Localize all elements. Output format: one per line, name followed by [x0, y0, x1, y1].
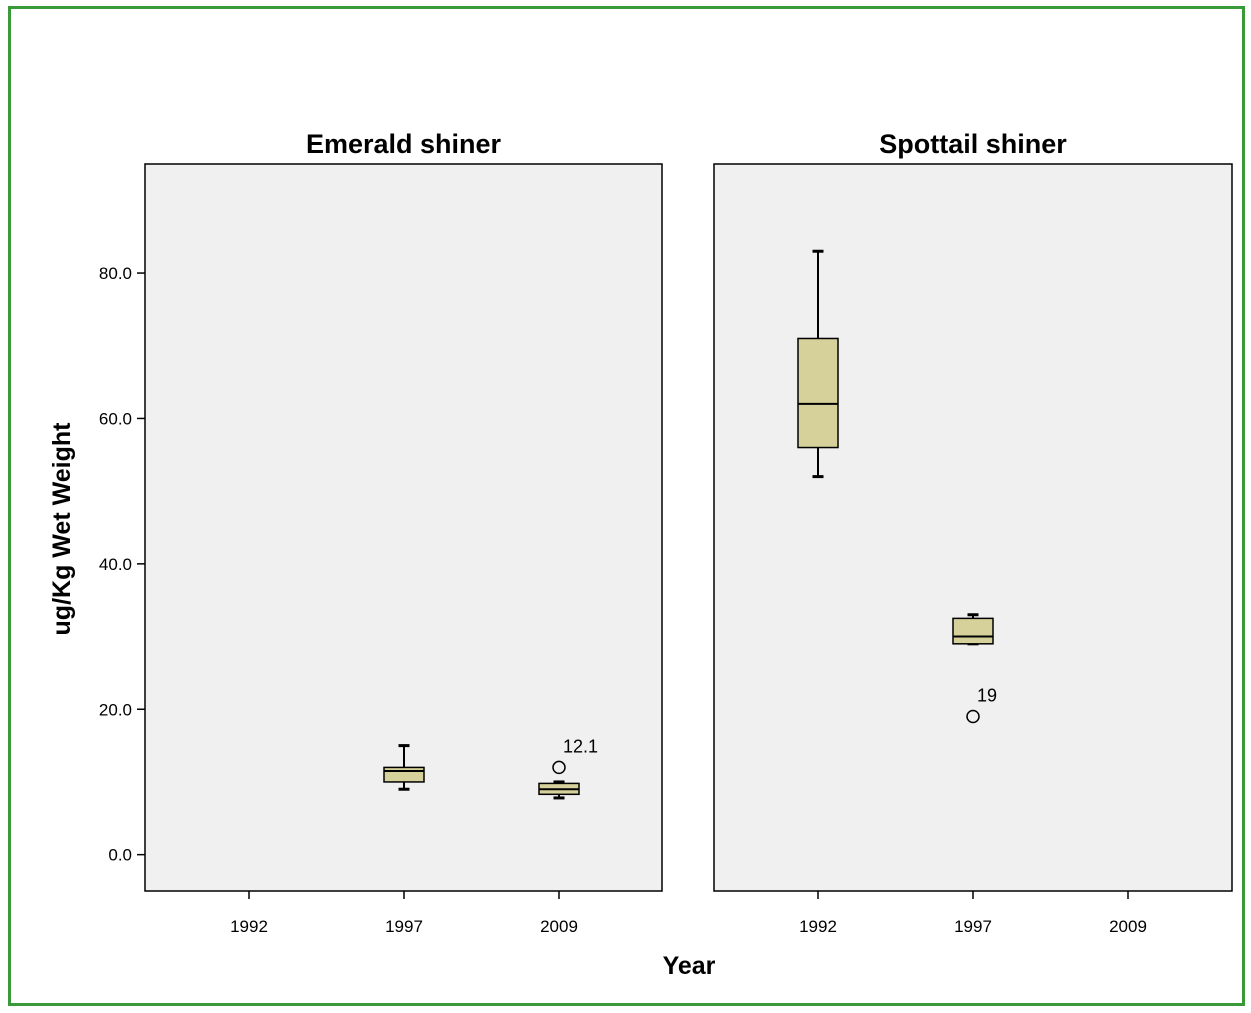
outlier-label: 19	[977, 686, 997, 706]
y-tick-label: 20.0	[99, 700, 132, 719]
x-tick-label: 1997	[954, 917, 992, 936]
iqr-box	[952, 617, 994, 645]
x-tick-label: 2009	[1109, 917, 1147, 936]
box-1997	[952, 613, 994, 646]
panel-title: Spottail shiner	[879, 129, 1067, 159]
x-tick-label: 1992	[799, 917, 837, 936]
iqr-box	[797, 337, 839, 449]
panel-1: Emerald shiner 0.0 20.0 40.0 60.0 80.0 1992 199…	[99, 129, 663, 936]
outlier-label: 12.1	[563, 736, 598, 756]
y-tick-label: 40.0	[99, 555, 132, 574]
x-tick-label: 1997	[385, 917, 423, 936]
box-1992	[797, 249, 839, 479]
panels-layer: Emerald shiner 0.0 20.0 40.0 60.0 80.0 1992 199…	[99, 129, 1233, 936]
box-1997	[383, 744, 425, 791]
outlier-point	[552, 760, 566, 775]
panel-background	[713, 163, 1233, 892]
x-axis-title: Year	[663, 952, 716, 980]
y-axis-title: ug/Kg Wet Weight	[48, 422, 76, 636]
y-tick-label: 60.0	[99, 409, 132, 428]
x-tick-label: 1992	[230, 917, 268, 936]
box-2009	[538, 780, 580, 800]
y-tick-label: 0.0	[108, 846, 132, 865]
outlier-point	[966, 709, 980, 724]
iqr-box	[383, 766, 425, 783]
x-tick-label: 2009	[540, 917, 578, 936]
panel-2: Spottail shiner 1992 1997 2009 19	[713, 129, 1233, 936]
y-tick-label: 80.0	[99, 264, 132, 283]
panel-title: Emerald shiner	[306, 129, 502, 159]
